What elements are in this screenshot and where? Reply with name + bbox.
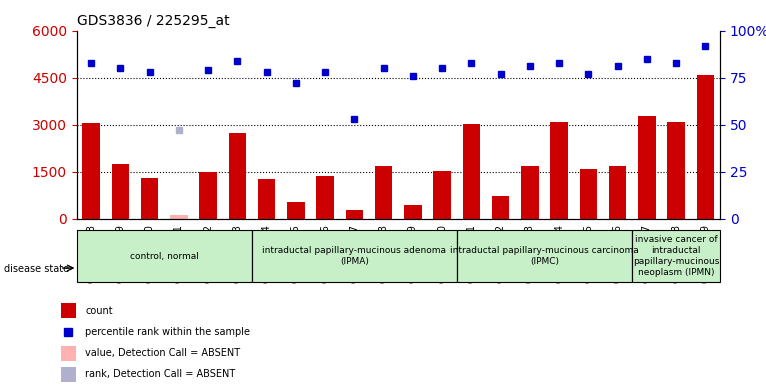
Bar bbox=[61, 367, 76, 382]
Text: GDS3836 / 225295_at: GDS3836 / 225295_at bbox=[77, 14, 229, 28]
Bar bbox=[638, 116, 656, 219]
Bar bbox=[229, 132, 246, 219]
Bar bbox=[375, 166, 392, 219]
Text: count: count bbox=[85, 306, 113, 316]
Text: disease state: disease state bbox=[4, 264, 69, 274]
Bar bbox=[492, 196, 509, 219]
Bar bbox=[258, 179, 276, 219]
Bar bbox=[632, 230, 720, 282]
Bar bbox=[609, 166, 627, 219]
Bar bbox=[252, 230, 457, 282]
Text: intraductal papillary-mucinous adenoma
(IPMA): intraductal papillary-mucinous adenoma (… bbox=[263, 246, 447, 266]
Text: rank, Detection Call = ABSENT: rank, Detection Call = ABSENT bbox=[85, 369, 236, 379]
Bar bbox=[667, 122, 685, 219]
Text: percentile rank within the sample: percentile rank within the sample bbox=[85, 327, 250, 337]
Text: control, normal: control, normal bbox=[130, 252, 199, 261]
Bar bbox=[61, 346, 76, 361]
Bar bbox=[83, 123, 100, 219]
Bar bbox=[199, 172, 217, 219]
Bar bbox=[463, 124, 480, 219]
Text: value, Detection Call = ABSENT: value, Detection Call = ABSENT bbox=[85, 348, 241, 358]
Bar bbox=[551, 122, 568, 219]
Bar bbox=[580, 169, 597, 219]
Bar bbox=[457, 230, 632, 282]
Text: invasive cancer of
intraductal
papillary-mucinous
neoplasm (IPMN): invasive cancer of intraductal papillary… bbox=[633, 235, 719, 278]
Bar bbox=[61, 303, 76, 318]
Bar bbox=[521, 166, 538, 219]
Bar bbox=[112, 164, 129, 219]
Bar bbox=[316, 175, 334, 219]
Text: intraductal papillary-mucinous carcinoma
(IPMC): intraductal papillary-mucinous carcinoma… bbox=[450, 246, 639, 266]
Bar bbox=[170, 215, 188, 219]
Bar bbox=[345, 210, 363, 219]
Bar bbox=[141, 178, 159, 219]
Bar bbox=[404, 205, 422, 219]
Bar bbox=[696, 74, 714, 219]
Bar bbox=[77, 230, 252, 282]
Bar bbox=[287, 202, 305, 219]
Bar bbox=[434, 171, 451, 219]
